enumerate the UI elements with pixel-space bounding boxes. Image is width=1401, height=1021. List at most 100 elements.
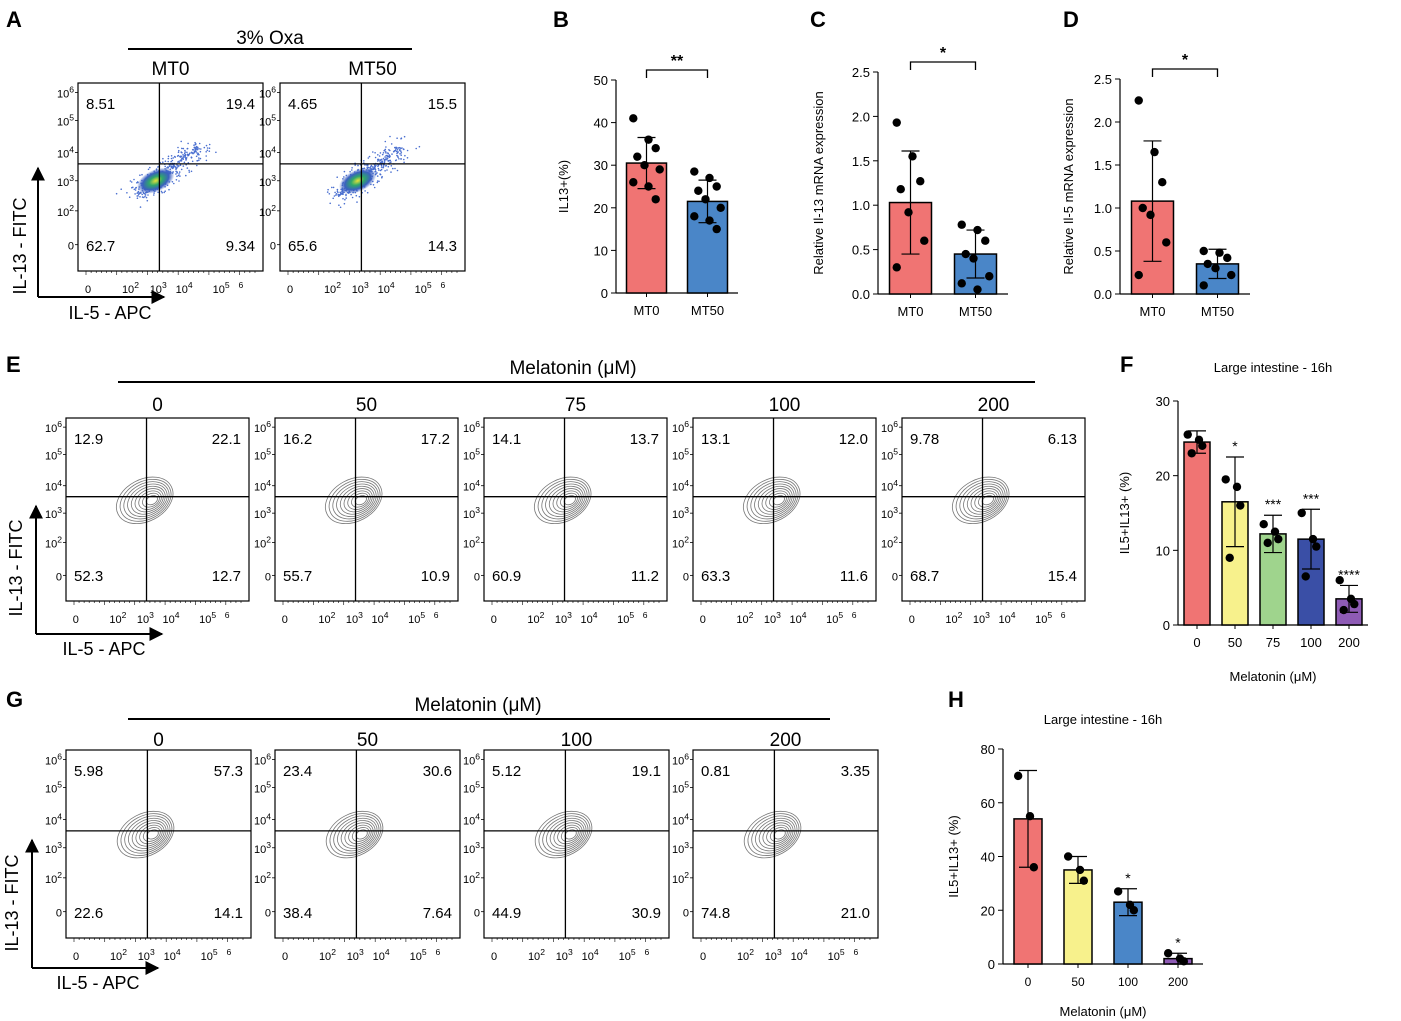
x-tick-label: 105 <box>415 280 432 296</box>
flow-contour <box>549 820 585 849</box>
flow-event <box>332 197 335 200</box>
data-point <box>1274 534 1283 544</box>
flow-event <box>190 157 193 159</box>
y-tick-label: 30 <box>1156 394 1170 409</box>
quadrant-lr: 7.64 <box>423 905 452 922</box>
flow-title: 50 <box>357 730 378 751</box>
flow-event <box>205 151 207 153</box>
flow-contour <box>952 476 1010 525</box>
x-tick-label: 103 <box>555 610 572 626</box>
bar-significance: * <box>1175 934 1181 950</box>
flow-event <box>183 161 186 164</box>
y-tick-label: 1.0 <box>852 198 870 213</box>
data-point <box>1075 865 1085 875</box>
flow-contour <box>351 827 370 842</box>
x-tick-label: 102 <box>945 610 962 626</box>
y-tick-label: 0.0 <box>1094 287 1112 302</box>
x-tick-label: 6 <box>434 610 439 620</box>
flow-event <box>188 169 190 172</box>
flow-title: 100 <box>769 395 801 416</box>
data-point <box>1179 957 1189 966</box>
flow-event <box>355 194 358 197</box>
x-tick-label: 103 <box>765 947 782 963</box>
flow-event <box>351 196 354 199</box>
quadrant-ul: 12.9 <box>74 431 103 448</box>
x-tick-label: 105 <box>408 610 425 626</box>
flow-event <box>208 147 211 149</box>
flow-event <box>205 144 208 147</box>
quadrant-ur: 15.5 <box>428 96 457 113</box>
x-tick-label: 105 <box>1035 610 1052 626</box>
panel-letter-F: F <box>1120 352 1133 377</box>
x-tick-label: 103 <box>150 280 167 296</box>
y-tick-label: 1.0 <box>1094 201 1112 216</box>
quadrant-ur: 30.6 <box>423 763 452 780</box>
flow-event <box>345 194 347 197</box>
x-axis-label: Melatonin (μM) <box>1230 669 1317 684</box>
bar-chart-D: D 0.0 0.5 1.0 1.5 2.0 2.5 Relative Il-5 mRNA ex… <box>1061 7 1250 319</box>
flow-event <box>406 149 409 152</box>
flow-contour <box>116 476 174 525</box>
bar-chart-C: C 0.0 0.5 1.0 1.5 2.0 2.5 Relative Il-13 mRNA e… <box>810 7 1008 319</box>
flow-contour <box>963 483 1004 517</box>
y-tick-label: 105 <box>463 447 480 463</box>
y-tick-label: 102 <box>45 870 62 886</box>
quadrant-ur: 17.2 <box>421 431 450 448</box>
y-tick-label: 103 <box>672 840 689 856</box>
data-point <box>651 195 660 204</box>
flow-event <box>195 143 197 145</box>
quadrant-ur: 6.13 <box>1048 431 1077 448</box>
flow-event <box>196 148 199 151</box>
flow-contour <box>142 492 160 508</box>
panel-letter-H: H <box>948 687 964 712</box>
data-point <box>1113 887 1123 896</box>
flow-event <box>400 158 402 160</box>
x-tick-label: 103 <box>347 947 364 963</box>
flow-frame <box>65 749 252 939</box>
data-point <box>701 195 710 204</box>
flow-event <box>383 165 385 167</box>
treatment-label-E: Melatonin (μM) <box>509 358 636 379</box>
y-tick-label: 102 <box>463 870 480 886</box>
flow-event <box>345 193 347 196</box>
data-point <box>629 114 638 123</box>
flow-event <box>200 148 202 150</box>
flow-event <box>176 166 179 168</box>
flow-event <box>178 173 180 175</box>
x-tick-label: 105 <box>410 947 427 963</box>
flow-event <box>382 166 385 168</box>
flow-contour <box>534 810 593 859</box>
data-point <box>1138 203 1147 213</box>
y-tick-label: 2.0 <box>1094 115 1112 130</box>
flow-event <box>195 148 197 151</box>
flow-event <box>406 157 409 159</box>
y-tick-label: 20 <box>594 201 608 216</box>
flow-plot-G-2: 100 5.12 19.1 44.9 30.9 106 105 104 103 102 0 0 102 1… <box>463 730 670 963</box>
data-point <box>1134 96 1143 105</box>
flow-event <box>396 154 398 157</box>
y-axis-label: IL13+(%) <box>556 160 571 213</box>
significance-bracket <box>645 69 709 78</box>
flow-title: MT0 <box>152 59 190 80</box>
flow-frame <box>65 417 250 602</box>
flow-event <box>147 194 149 196</box>
quadrant-lr: 21.0 <box>841 905 870 922</box>
flow-event <box>167 155 170 158</box>
flow-event <box>328 193 331 195</box>
flow-event <box>331 186 333 189</box>
flow-event <box>198 159 200 161</box>
y-tick-label: 106 <box>259 84 276 100</box>
flow-event <box>134 193 136 195</box>
flow-event <box>364 190 366 192</box>
quadrant-ll: 60.9 <box>492 568 521 585</box>
x-tick-label: 104 <box>164 947 181 963</box>
flow-event <box>157 166 159 168</box>
flow-event <box>177 161 179 163</box>
flow-event <box>175 173 177 175</box>
flow-contour <box>351 492 369 508</box>
flow-event <box>173 165 176 167</box>
flow-event <box>136 195 138 197</box>
quadrant-ll: 55.7 <box>283 568 312 585</box>
flow-event <box>389 155 391 158</box>
quadrant-ur: 19.1 <box>632 763 661 780</box>
